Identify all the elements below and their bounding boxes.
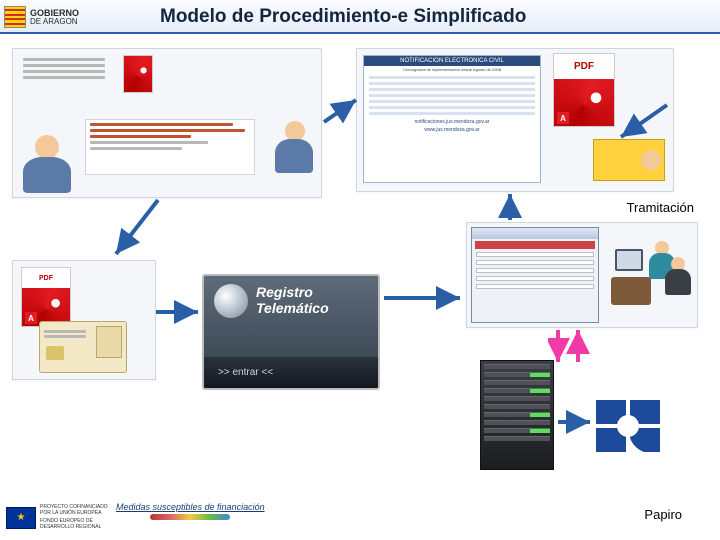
- papiro-logo-icon: [596, 400, 660, 452]
- arrow-server-to-papiro: [556, 410, 596, 434]
- logo-text: GOBIERNO DE ARAGON: [30, 9, 79, 26]
- arrow-pink-bidirectional: [548, 326, 590, 368]
- users-at-desk-icon: [607, 237, 693, 319]
- registro-line2: Telemático: [256, 300, 329, 316]
- footer-eu: PROYECTO COFINANCIADO POR LA UNIÓN EUROP…: [6, 505, 108, 530]
- panel-tramitacion: [466, 222, 698, 328]
- panel-id-docs: PDF A: [12, 260, 156, 380]
- slide-title: Modelo de Procedimiento-e Simplificado: [160, 6, 526, 28]
- papiro-label: Papiro: [644, 507, 682, 522]
- user-icon-alt: [271, 121, 317, 179]
- header-bar: GOBIERNO DE ARAGON Modelo de Procedimien…: [0, 0, 720, 34]
- adobe-a-icon: A: [557, 112, 569, 124]
- panel-pdf-notification: NOTIFICACION ELECTRONICA CIVIL Cronogram…: [356, 48, 674, 192]
- sphere-icon: [214, 284, 248, 318]
- arrow-topleft-to-id: [110, 198, 180, 262]
- notification-doc: NOTIFICACION ELECTRONICA CIVIL Cronogram…: [363, 55, 541, 183]
- pdf-label: PDF: [554, 54, 614, 79]
- user-icon: [19, 135, 75, 195]
- logo-line2: DE ARAGON: [30, 18, 79, 26]
- text-card: [85, 119, 255, 175]
- registro-enter: >> entrar <<: [218, 367, 273, 378]
- app-titlebar: [472, 228, 598, 239]
- face-icon: [641, 150, 661, 170]
- registro-telematico-button[interactable]: Registro Telemático >> entrar <<: [202, 274, 380, 390]
- eu-text: PROYECTO COFINANCIADO POR LA UNIÓN EUROP…: [40, 505, 108, 530]
- registro-line1: Registro: [256, 284, 313, 300]
- slide-root: GOBIERNO DE ARAGON Modelo de Procedimien…: [0, 0, 720, 540]
- pdf-label: PDF: [22, 268, 70, 288]
- medidas-link[interactable]: Medidas susceptibles de financiación: [116, 502, 265, 512]
- notification-foot2: www.jus.mendoza.gov.ar: [364, 126, 540, 134]
- id-card-icon: [39, 321, 127, 373]
- logo-aragon: GOBIERNO DE ARAGON: [4, 2, 120, 32]
- adobe-a-icon: A: [25, 312, 37, 324]
- notification-sub: Cronograma de implementación desde Agost…: [364, 66, 540, 73]
- tramitacion-label: Tramitación: [627, 200, 694, 215]
- eu-line2: POR LA UNIÓN EUROPEA: [40, 511, 108, 517]
- aragon-flag-icon: [4, 6, 26, 28]
- pdf-icon: A: [123, 55, 153, 93]
- pdf-icon-med: PDF A: [21, 267, 71, 327]
- server-rack-icon: [480, 360, 554, 470]
- panel-documents-user: A: [12, 48, 322, 198]
- notification-foot1: notificaciones.jus.mendoza.gov.ar: [364, 118, 540, 126]
- arrow-id-to-registro: [154, 300, 204, 324]
- yellow-card: [593, 139, 665, 181]
- arrow-blue-in: [615, 101, 671, 145]
- app-redbar: [475, 241, 595, 249]
- notification-title: NOTIFICACION ELECTRONICA CIVIL: [364, 56, 540, 66]
- app-window: [471, 227, 599, 323]
- arrow-topleft-to-topright: [322, 94, 362, 134]
- eu-flag-icon: [6, 507, 36, 529]
- eu-line4: DESARROLLO REGIONAL: [40, 525, 108, 531]
- arrow-up-tramitacion: [498, 190, 522, 224]
- pdf-icon-large: PDF A: [553, 53, 615, 127]
- avanza-logo-placeholder: [150, 514, 230, 528]
- text-preview: [19, 55, 109, 82]
- arrow-registro-to-tramitacion: [382, 286, 466, 310]
